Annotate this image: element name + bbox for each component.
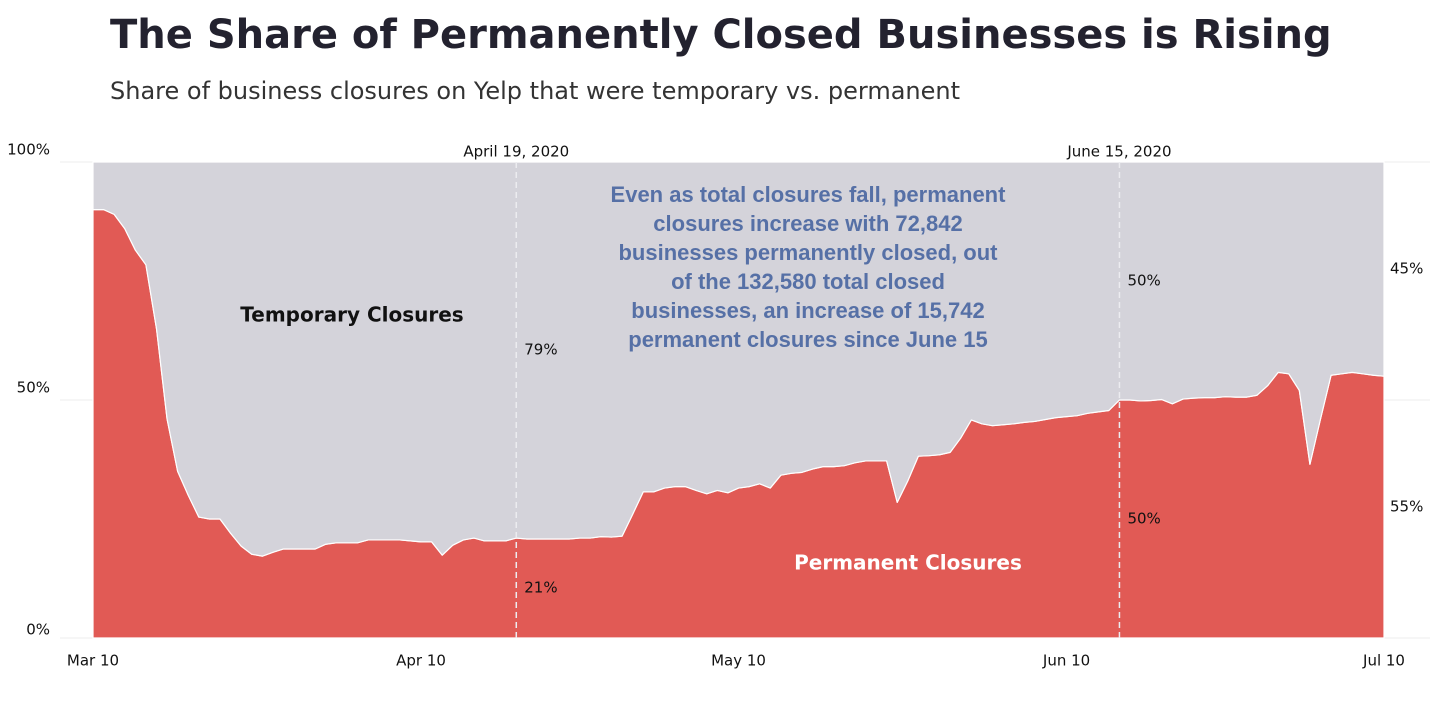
x-tick-label: Mar 10: [67, 652, 119, 670]
x-tick-label: Apr 10: [396, 652, 446, 670]
x-tick-label: Jul 10: [1362, 652, 1405, 670]
value-label: 79%: [524, 341, 557, 359]
value-label: 21%: [524, 579, 557, 597]
chart-subtitle: Share of business closures on Yelp that …: [110, 77, 960, 105]
marker-label: April 19, 2020: [463, 143, 569, 161]
area: [92, 161, 1385, 557]
value-label: 50%: [1127, 510, 1160, 528]
value-label: 50%: [1127, 272, 1160, 290]
marker-label: June 15, 2020: [1066, 143, 1171, 161]
annotation: businesses permanently closed, out: [618, 240, 998, 265]
x-tick-label: Jun 10: [1042, 652, 1090, 670]
annotation: permanent closures since June 15: [628, 327, 988, 352]
series-label: Permanent Closures: [794, 551, 1022, 575]
series-label: Temporary Closures: [240, 303, 463, 327]
annotation: Even as total closures fall, permanent: [611, 182, 1007, 207]
annotation: of the 132,580 total closed: [671, 269, 945, 294]
chart-title: The Share of Permanently Closed Business…: [110, 12, 1332, 58]
end-label: 55%: [1390, 498, 1423, 516]
annotation: closures increase with 72,842: [653, 211, 962, 236]
y-tick-label: 0%: [26, 621, 50, 639]
y-tick-label: 50%: [17, 379, 50, 397]
y-tick-label: 100%: [7, 141, 50, 159]
end-label: 45%: [1390, 260, 1423, 278]
annotation: businesses, an increase of 15,742: [631, 298, 984, 323]
x-tick-label: May 10: [711, 652, 766, 670]
